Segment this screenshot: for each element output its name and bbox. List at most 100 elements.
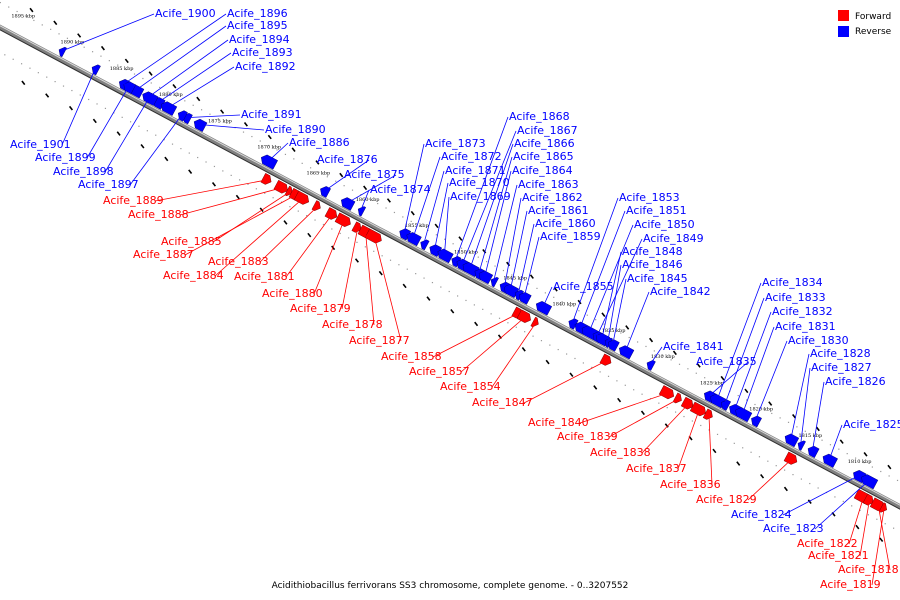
gene-leader-Acife_1870 — [434, 182, 449, 250]
gene-arrow-Acife_1827 — [797, 440, 806, 451]
gene-label-Acife_1892: Acife_1892 — [235, 60, 296, 73]
guide-dot — [393, 211, 396, 214]
guide-dot — [720, 386, 723, 388]
gene-label-Acife_1889: Acife_1889 — [103, 194, 164, 207]
tick-label-1870: 1870 kbp — [257, 145, 281, 151]
track-dash — [354, 258, 359, 263]
guide-dot — [280, 201, 283, 203]
guide-dot — [104, 107, 107, 110]
guide-dot — [813, 435, 815, 437]
guide-dot — [138, 125, 140, 127]
gene-label-Acife_1875: Acife_1875 — [344, 168, 405, 181]
track-dash — [672, 350, 677, 356]
guide-dot — [691, 420, 693, 422]
gene-arrow-Acife_1881 — [324, 207, 338, 220]
gene-arrow-Acife_1836 — [702, 408, 713, 420]
guide-dot — [440, 286, 442, 288]
guide-dot — [784, 469, 786, 471]
track-dash — [267, 134, 272, 140]
gene-label-Acife_1828: Acife_1828 — [810, 347, 871, 360]
gene-label-Acife_1881: Acife_1881 — [234, 270, 295, 283]
guide-dot — [117, 64, 119, 66]
guide-dot — [876, 518, 878, 520]
guide-dot — [851, 505, 853, 507]
gene-leader-Acife_1899 — [86, 86, 129, 159]
guide-dot — [867, 514, 870, 516]
track-dash — [259, 207, 264, 213]
gene-arrow-Acife_1872 — [406, 232, 422, 247]
gene-leader-Acife_1857 — [460, 316, 526, 373]
guide-dot — [532, 335, 534, 337]
gene-leader-Acife_1887 — [184, 194, 296, 256]
gene-leader-Acife_1884 — [214, 198, 303, 277]
guide-dot — [268, 144, 270, 147]
guide-dot — [322, 223, 325, 226]
gene-leader-Acife_1877 — [374, 236, 402, 342]
track-dash — [53, 20, 58, 26]
track-dash — [243, 122, 248, 127]
track-dash — [807, 499, 812, 504]
gene-label-Acife_1886: Acife_1886 — [289, 136, 350, 149]
guide-dot — [678, 363, 681, 365]
gene-label-Acife_1879: Acife_1879 — [290, 302, 351, 315]
guide-dot — [536, 287, 538, 289]
guide-dot — [364, 246, 366, 248]
gene-label-Acife_1857: Acife_1857 — [409, 365, 470, 378]
track-dash — [283, 220, 288, 225]
gene-label-Acife_1819: Acife_1819 — [820, 578, 881, 591]
gene-leader-Acife_1868 — [454, 116, 509, 261]
guide-dot — [205, 161, 207, 163]
gene-leader-Acife_1835 — [708, 361, 749, 397]
guide-dot — [515, 326, 517, 328]
kbp-ticks: 1895 kbp 1890 kbp 1885 kbp 1880 kbp 1875 kbp… — [11, 14, 871, 465]
guide-dot — [108, 60, 110, 62]
gene-leader-Acife_1859 — [523, 236, 540, 298]
gene-leader-Acife_1897 — [129, 114, 183, 186]
track-dash — [92, 118, 97, 124]
guide-dot — [641, 393, 643, 395]
gene-label-Acife_1900: Acife_1900 — [155, 7, 216, 20]
guide-dot — [708, 429, 710, 431]
guide-dot — [854, 457, 857, 459]
track-dash — [172, 83, 177, 89]
guide-dot — [171, 143, 174, 145]
track-dash — [569, 372, 574, 378]
gene-label-Acife_1836: Acife_1836 — [660, 478, 721, 491]
track-dash — [21, 80, 26, 86]
gene-label-Acife_1901: Acife_1901 — [10, 138, 71, 151]
gene-leader-Acife_1854 — [491, 322, 537, 388]
track-dash — [426, 296, 431, 301]
gene-arrow-Acife_1857 — [516, 309, 531, 323]
track-dash — [625, 325, 630, 330]
gene-leader-Acife_1871 — [423, 170, 445, 245]
track-dash — [378, 270, 383, 276]
gene-label-Acife_1864: Acife_1864 — [512, 164, 573, 177]
gene-leader-Acife_1823 — [814, 480, 869, 530]
gene-leader-Acife_1867 — [461, 130, 517, 265]
gene-label-Acife_1874: Acife_1874 — [370, 183, 431, 196]
gene-label-Acife_1858: Acife_1858 — [381, 350, 442, 363]
tick-label-1830: 1830 kbp — [651, 354, 675, 360]
gene-leader-Acife_1832 — [734, 311, 772, 410]
guide-dot — [884, 523, 886, 525]
gene-label-Acife_1824: Acife_1824 — [731, 508, 792, 521]
guide-dot — [184, 100, 186, 102]
gene-leader-Acife_1831 — [742, 326, 775, 414]
gene-leader-Acife_1901 — [61, 68, 96, 146]
gene-label-Acife_1842: Acife_1842 — [650, 285, 711, 298]
guide-dot — [272, 197, 274, 199]
guide-dot — [46, 76, 48, 78]
guide-dot — [125, 68, 127, 71]
guide-dot — [787, 421, 790, 423]
guide-dot — [490, 313, 492, 315]
gene-leader-Acife_1895 — [135, 25, 227, 91]
guide-dot — [276, 149, 278, 151]
guide-dot — [494, 265, 496, 267]
guide-dot — [737, 394, 739, 397]
guide-dot — [79, 94, 81, 96]
gene-leader-Acife_1833 — [724, 297, 765, 405]
gene-label-Acife_1849: Acife_1849 — [643, 232, 704, 245]
gene-leader-Acife_1886 — [268, 142, 289, 162]
guide-dot — [804, 430, 806, 432]
track-dash — [792, 413, 797, 419]
